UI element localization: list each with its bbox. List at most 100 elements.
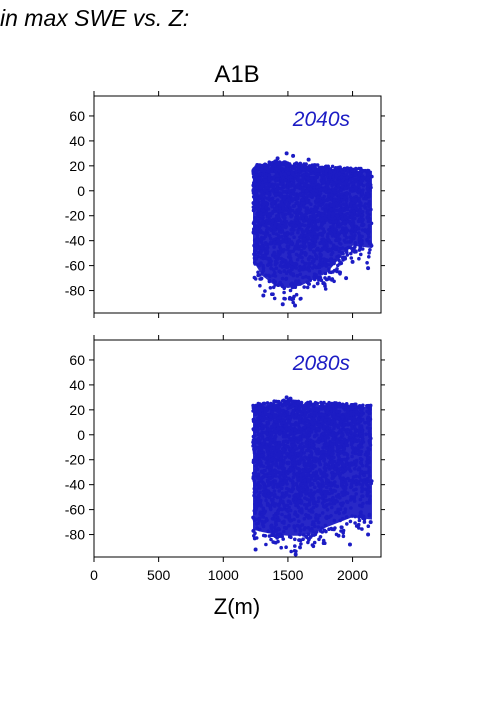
data-point — [314, 513, 319, 517]
data-point — [344, 199, 349, 203]
data-point — [272, 405, 277, 409]
data-point — [270, 219, 275, 223]
data-point — [264, 242, 268, 247]
data-point — [298, 216, 302, 220]
data-point — [348, 174, 352, 178]
data-point — [363, 420, 367, 425]
outlier-point — [275, 156, 280, 161]
data-point — [345, 175, 349, 180]
data-point — [322, 176, 327, 181]
data-point — [262, 485, 266, 490]
data-point — [330, 447, 335, 452]
data-point — [344, 480, 348, 485]
data-point — [370, 174, 374, 179]
data-point — [274, 470, 279, 475]
data-point — [365, 470, 369, 475]
data-point — [355, 213, 359, 218]
data-point — [313, 192, 318, 197]
data-point — [311, 426, 316, 430]
data-point — [308, 468, 313, 472]
data-point — [365, 182, 369, 187]
data-point — [348, 519, 353, 524]
data-point — [254, 257, 259, 261]
data-point — [258, 172, 262, 177]
data-point — [351, 209, 356, 214]
data-point — [305, 199, 309, 203]
data-point — [309, 202, 313, 206]
data-point — [284, 479, 289, 483]
data-point — [315, 189, 319, 193]
data-point — [297, 255, 302, 259]
data-point — [331, 499, 336, 504]
data-point — [267, 233, 272, 238]
data-point — [286, 435, 291, 439]
data-point — [309, 476, 314, 481]
data-point — [304, 229, 308, 233]
outlier-point — [306, 157, 311, 162]
data-point — [360, 418, 365, 422]
data-point — [309, 402, 314, 406]
data-point — [283, 435, 288, 439]
data-point — [365, 500, 369, 505]
data-point — [273, 262, 278, 267]
data-point — [340, 217, 345, 221]
data-point — [268, 274, 272, 279]
data-point — [360, 434, 365, 439]
data-point — [344, 228, 349, 233]
data-point — [258, 486, 262, 490]
data-point — [306, 477, 311, 482]
data-point — [287, 505, 291, 510]
data-point — [269, 259, 273, 264]
data-point — [367, 254, 371, 259]
data-point — [259, 470, 264, 474]
data-point — [252, 536, 257, 541]
data-point — [311, 259, 315, 264]
data-point — [331, 488, 336, 493]
data-point — [261, 183, 265, 188]
data-point — [307, 219, 312, 223]
data-point — [281, 461, 286, 466]
data-point — [301, 241, 306, 245]
data-point — [276, 456, 280, 460]
data-point — [306, 463, 311, 468]
data-point — [359, 460, 363, 465]
data-point — [317, 496, 321, 500]
data-point — [350, 426, 354, 431]
data-point — [273, 223, 277, 228]
data-point — [335, 495, 340, 499]
data-point — [344, 515, 349, 519]
data-point — [260, 253, 265, 258]
data-point — [364, 196, 369, 201]
outlier-point — [284, 151, 289, 156]
data-point — [324, 168, 329, 173]
data-point — [265, 246, 270, 251]
data-point — [357, 475, 362, 479]
data-point — [334, 219, 338, 224]
y-tick-label: 60 — [69, 352, 85, 368]
data-point — [342, 198, 346, 202]
data-point — [277, 503, 281, 508]
data-point — [281, 215, 285, 219]
data-point — [276, 183, 280, 187]
data-point — [263, 407, 268, 412]
data-point — [255, 233, 260, 237]
data-point — [369, 243, 374, 248]
data-point — [312, 456, 316, 461]
data-point — [264, 219, 269, 223]
data-point — [252, 167, 256, 171]
data-point — [353, 241, 358, 245]
data-point — [369, 436, 373, 441]
data-point — [258, 273, 262, 277]
data-point — [300, 259, 305, 264]
data-point — [312, 264, 317, 268]
data-point — [257, 439, 262, 444]
data-point — [357, 172, 362, 177]
data-point — [319, 248, 324, 252]
data-point — [281, 418, 286, 422]
data-point — [251, 434, 256, 439]
data-point — [322, 424, 327, 429]
data-point — [324, 209, 328, 213]
data-point — [323, 284, 327, 288]
data-point — [252, 493, 256, 498]
data-point — [296, 165, 301, 169]
